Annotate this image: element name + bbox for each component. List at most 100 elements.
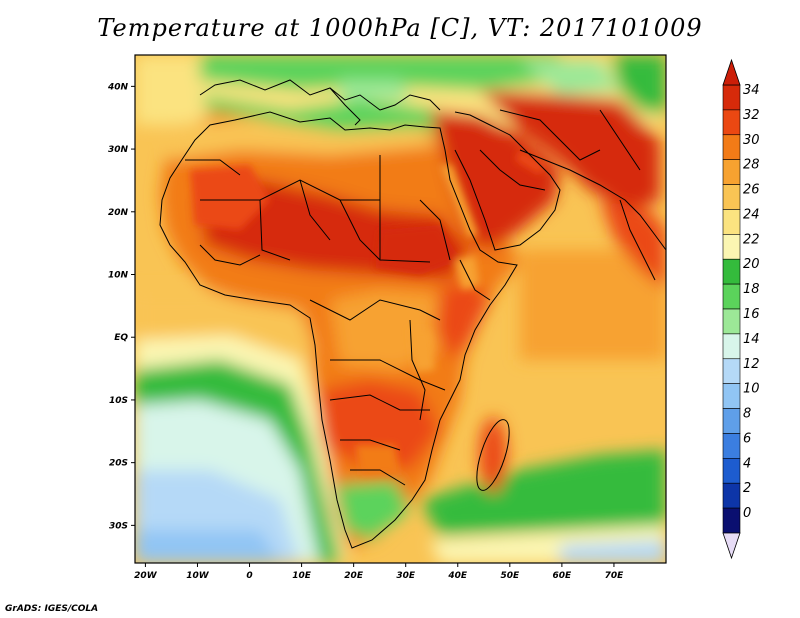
south-west-blue bbox=[135, 530, 280, 563]
y-axis-ticks: 40N 30N 20N 10N EQ 10S 20S 30S bbox=[107, 82, 135, 531]
border-10 bbox=[340, 439, 401, 451]
y-tick-label: 30N bbox=[108, 145, 129, 155]
colorbar-label: 16 bbox=[743, 307, 760, 322]
x-tick-label: 70E bbox=[605, 571, 625, 581]
y-tick-label: 20S bbox=[109, 459, 128, 469]
colorbar-top-arrow bbox=[722, 58, 741, 86]
x-tick-label: 60E bbox=[553, 571, 573, 581]
southern-africa-hot bbox=[320, 380, 440, 470]
coastline-india bbox=[619, 199, 656, 281]
border-6 bbox=[419, 199, 451, 261]
colorbar-label: 4 bbox=[743, 456, 751, 471]
x-tick-label: 20E bbox=[344, 571, 364, 581]
colorbar-segment bbox=[722, 134, 741, 160]
border-8 bbox=[330, 359, 446, 391]
border-7 bbox=[309, 299, 441, 321]
east-africa bbox=[435, 280, 490, 360]
kalahari bbox=[355, 445, 400, 475]
colorbar-segment bbox=[722, 159, 741, 185]
x-tick-label: 0 bbox=[246, 571, 252, 581]
colorbar-label: 14 bbox=[743, 332, 760, 347]
colorbar-segment bbox=[722, 408, 741, 434]
border-5 bbox=[339, 199, 381, 261]
south-indian-blue bbox=[560, 540, 666, 563]
colorbar-segment bbox=[722, 383, 741, 409]
colorbar-bottom-arrow bbox=[722, 532, 741, 560]
y-tick-label: 30S bbox=[109, 521, 128, 531]
colorbar-segment bbox=[722, 109, 741, 136]
colorbar-label: 8 bbox=[743, 407, 751, 422]
caucasus bbox=[520, 60, 620, 95]
colorbar-segment bbox=[722, 308, 741, 335]
border-3 bbox=[299, 179, 331, 241]
colorbar-label: 34 bbox=[743, 83, 760, 98]
y-tick-label: 10N bbox=[108, 271, 129, 281]
madagascar-outline bbox=[476, 419, 510, 491]
border-16 bbox=[599, 109, 641, 171]
colorbar-segment bbox=[722, 458, 741, 484]
coastline-iran bbox=[519, 149, 666, 251]
persian-gulf bbox=[515, 150, 545, 175]
ethiopia-highland bbox=[455, 255, 480, 290]
country-borders bbox=[159, 79, 666, 549]
north-africa-mid bbox=[165, 118, 440, 160]
colorbar-label: 10 bbox=[743, 382, 760, 397]
border-15 bbox=[499, 109, 601, 161]
map-frame bbox=[134, 54, 667, 564]
india bbox=[600, 200, 666, 290]
sahara-west-hot bbox=[190, 165, 270, 230]
colorbar-segment bbox=[722, 184, 741, 210]
coastline-europe bbox=[199, 79, 441, 111]
colorbar-segment bbox=[722, 84, 741, 111]
colorbar-segment bbox=[722, 333, 741, 360]
border-18 bbox=[459, 259, 491, 301]
coastline-arabia bbox=[454, 111, 561, 251]
colorbar-label: 28 bbox=[743, 158, 760, 173]
x-tick-label: 20W bbox=[134, 571, 158, 581]
europe bbox=[200, 55, 560, 90]
x-tick-label: 10E bbox=[292, 571, 312, 581]
y-tick-label: 40N bbox=[107, 82, 129, 92]
x-tick-label: 30E bbox=[396, 571, 416, 581]
sudan-hot bbox=[375, 225, 460, 275]
x-tick-label: 50E bbox=[500, 571, 520, 581]
colorbar-label: 0 bbox=[743, 506, 751, 521]
colorbar-segment bbox=[722, 234, 741, 260]
colorbar-segment bbox=[722, 433, 741, 459]
colorbar-label: 18 bbox=[743, 282, 760, 297]
coastline-africa bbox=[159, 111, 518, 549]
south-indian-green bbox=[420, 450, 666, 535]
border-9 bbox=[329, 394, 430, 411]
x-axis-ticks: 20W 10W 0 10E 20E 30E 40E 50E 60E 70E bbox=[134, 563, 624, 581]
south-africa-cool bbox=[335, 480, 410, 540]
chart-title: Temperature at 1000hPa [C], VT: 20171010… bbox=[97, 14, 703, 42]
great-lakes bbox=[410, 330, 435, 372]
x-tick-label: 10W bbox=[186, 571, 210, 581]
colorbar-label: 26 bbox=[743, 183, 760, 198]
colorbar-label: 32 bbox=[743, 108, 760, 123]
colorbar-segment bbox=[722, 209, 741, 235]
colorbar-segment bbox=[722, 358, 741, 384]
colorbar-label: 30 bbox=[743, 133, 760, 148]
grads-credit: GrADS: IGES/COLA bbox=[5, 604, 99, 614]
colorbar-label: 22 bbox=[743, 232, 760, 247]
temperature-field bbox=[135, 55, 666, 563]
colorbar-label: 20 bbox=[743, 257, 760, 272]
himalaya-green bbox=[610, 55, 666, 115]
colorbar-label: 2 bbox=[743, 481, 751, 496]
coastline-italy bbox=[329, 87, 361, 126]
east-med-cool bbox=[340, 80, 410, 100]
border-12 bbox=[409, 319, 426, 421]
border-11 bbox=[350, 469, 406, 486]
y-tick-label: 10S bbox=[109, 396, 128, 406]
border-14 bbox=[479, 149, 546, 191]
colorbar-label: 24 bbox=[743, 207, 760, 222]
colorbar-segment bbox=[722, 258, 741, 285]
colorbar-segment bbox=[722, 283, 741, 310]
y-tick-label: 20N bbox=[108, 208, 129, 218]
border-13 bbox=[199, 244, 261, 266]
x-tick-label: 40E bbox=[447, 571, 468, 581]
madagascar-field bbox=[479, 417, 507, 493]
